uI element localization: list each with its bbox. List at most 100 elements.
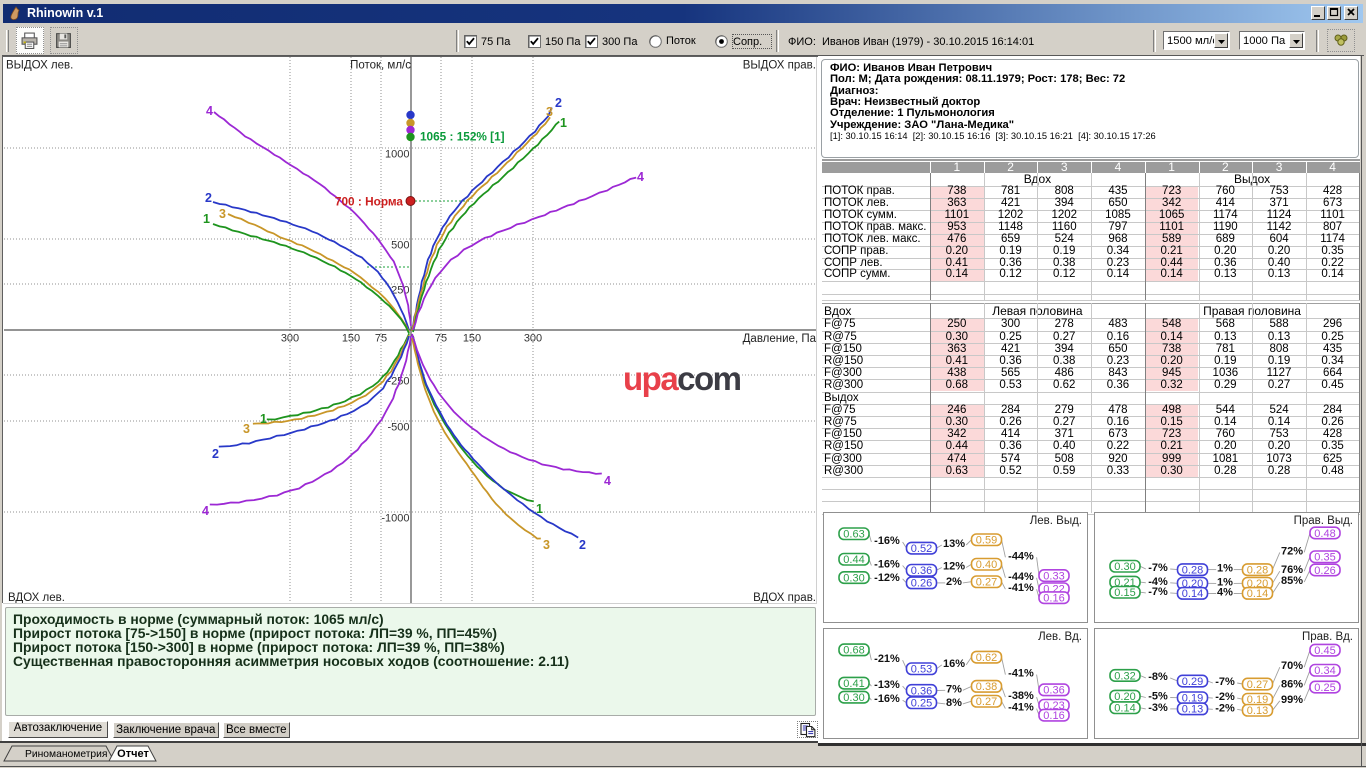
svg-text:0.53: 0.53 (911, 663, 932, 675)
svg-text:13%: 13% (943, 538, 965, 550)
svg-text:Прав. Выд.: Прав. Выд. (1294, 515, 1353, 527)
svg-text:1: 1 (536, 502, 543, 516)
svg-text:4: 4 (206, 104, 213, 118)
svg-text:4%: 4% (1217, 587, 1233, 599)
svg-text:Прав. Вд.: Прав. Вд. (1302, 631, 1353, 643)
svg-text:0.62: 0.62 (976, 651, 997, 663)
svg-text:0.16: 0.16 (1043, 592, 1064, 604)
svg-text:500: 500 (391, 240, 409, 252)
svg-text:-16%: -16% (874, 559, 900, 571)
svg-text:1000: 1000 (385, 149, 409, 161)
svg-text:0.30: 0.30 (843, 691, 864, 703)
svg-text:0.25: 0.25 (1314, 681, 1335, 693)
svg-text:-3%: -3% (1148, 701, 1168, 713)
svg-text:0.44: 0.44 (843, 554, 864, 566)
svg-text:-16%: -16% (874, 535, 900, 547)
svg-text:0.63: 0.63 (843, 529, 864, 541)
svg-text:0.36: 0.36 (911, 565, 932, 577)
svg-text:70%: 70% (1281, 660, 1303, 672)
svg-text:1: 1 (203, 212, 210, 226)
svg-text:1065 : 152% [1]: 1065 : 152% [1] (420, 130, 505, 144)
svg-text:0.41: 0.41 (843, 677, 864, 689)
svg-text:0.68: 0.68 (843, 644, 864, 656)
svg-text:0.16: 0.16 (1043, 709, 1064, 721)
svg-text:0.15: 0.15 (1114, 587, 1135, 599)
svg-text:16%: 16% (943, 657, 965, 669)
svg-text:-8%: -8% (1148, 670, 1168, 682)
svg-text:0.59: 0.59 (976, 535, 997, 547)
svg-text:-7%: -7% (1148, 586, 1168, 598)
svg-text:0.13: 0.13 (1247, 705, 1268, 717)
svg-text:0.27: 0.27 (976, 577, 997, 589)
svg-text:0.19: 0.19 (1247, 694, 1268, 706)
svg-text:Лев. Вд.: Лев. Вд. (1038, 631, 1082, 643)
svg-text:3: 3 (543, 538, 550, 552)
svg-text:0.30: 0.30 (843, 572, 864, 584)
svg-text:-5%: -5% (1148, 690, 1168, 702)
svg-text:0.33: 0.33 (1043, 570, 1064, 582)
svg-text:3: 3 (219, 207, 226, 221)
svg-text:0.27: 0.27 (1247, 678, 1268, 690)
svg-text:ВДОХ прав.: ВДОХ прав. (753, 592, 816, 603)
svg-text:0.32: 0.32 (1114, 670, 1135, 682)
svg-text:0.26: 0.26 (1314, 565, 1335, 577)
svg-text:0.30: 0.30 (1114, 561, 1135, 573)
svg-text:-2%: -2% (1215, 702, 1235, 714)
svg-text:300: 300 (524, 333, 542, 345)
svg-text:2: 2 (579, 538, 586, 552)
svg-text:-4%: -4% (1148, 576, 1168, 588)
svg-text:2%: 2% (946, 576, 962, 588)
svg-text:0.20: 0.20 (1114, 690, 1135, 702)
svg-text:0.28: 0.28 (1182, 564, 1203, 576)
svg-text:-500: -500 (387, 422, 409, 434)
svg-text:0.28: 0.28 (1247, 564, 1268, 576)
svg-text:-13%: -13% (874, 679, 900, 691)
svg-text:4: 4 (637, 170, 644, 184)
svg-text:300: 300 (281, 333, 299, 345)
svg-text:-44%: -44% (1008, 571, 1034, 583)
svg-text:700 : Норма: 700 : Норма (335, 195, 404, 209)
svg-text:0.52: 0.52 (911, 543, 932, 555)
svg-text:-2%: -2% (1215, 691, 1235, 703)
svg-text:-41%: -41% (1008, 667, 1034, 679)
svg-text:-7%: -7% (1148, 562, 1168, 574)
svg-text:7%: 7% (946, 683, 962, 695)
svg-text:2: 2 (205, 191, 212, 205)
svg-text:0.27: 0.27 (976, 696, 997, 708)
svg-text:ВЫДОХ прав.: ВЫДОХ прав. (743, 60, 816, 72)
svg-text:0.14: 0.14 (1182, 588, 1203, 600)
svg-text:4: 4 (202, 504, 209, 518)
svg-text:-38%: -38% (1008, 690, 1034, 702)
svg-text:75: 75 (375, 333, 387, 345)
svg-text:0.14: 0.14 (1114, 702, 1135, 714)
svg-text:0.29: 0.29 (1182, 675, 1203, 687)
svg-text:75: 75 (435, 333, 447, 345)
svg-text:Лев. Выд.: Лев. Выд. (1030, 515, 1082, 527)
svg-text:86%: 86% (1281, 678, 1303, 690)
svg-text:85%: 85% (1281, 575, 1303, 587)
svg-text:12%: 12% (943, 561, 965, 573)
svg-text:-7%: -7% (1215, 676, 1235, 688)
svg-text:150: 150 (342, 333, 360, 345)
svg-text:upacom: upacom (623, 360, 741, 397)
svg-text:99%: 99% (1281, 693, 1303, 705)
svg-text:8%: 8% (946, 696, 962, 708)
svg-text:0.25: 0.25 (911, 697, 932, 709)
svg-text:4: 4 (604, 474, 611, 488)
svg-text:-21%: -21% (874, 653, 900, 665)
svg-text:ВДОХ лев.: ВДОХ лев. (8, 592, 65, 603)
svg-text:76%: 76% (1281, 564, 1303, 576)
svg-text:0.34: 0.34 (1314, 665, 1335, 677)
svg-text:72%: 72% (1281, 545, 1303, 557)
svg-text:0.19: 0.19 (1182, 692, 1203, 704)
svg-text:-41%: -41% (1008, 701, 1034, 713)
svg-text:0.14: 0.14 (1247, 588, 1268, 600)
svg-text:0.38: 0.38 (976, 681, 997, 693)
svg-text:0.26: 0.26 (911, 578, 932, 590)
svg-text:0.45: 0.45 (1314, 644, 1335, 656)
svg-text:-1000: -1000 (381, 513, 409, 525)
svg-text:-44%: -44% (1008, 550, 1034, 562)
svg-text:1%: 1% (1217, 576, 1233, 588)
svg-text:2: 2 (555, 96, 562, 110)
svg-text:0.48: 0.48 (1314, 528, 1335, 540)
